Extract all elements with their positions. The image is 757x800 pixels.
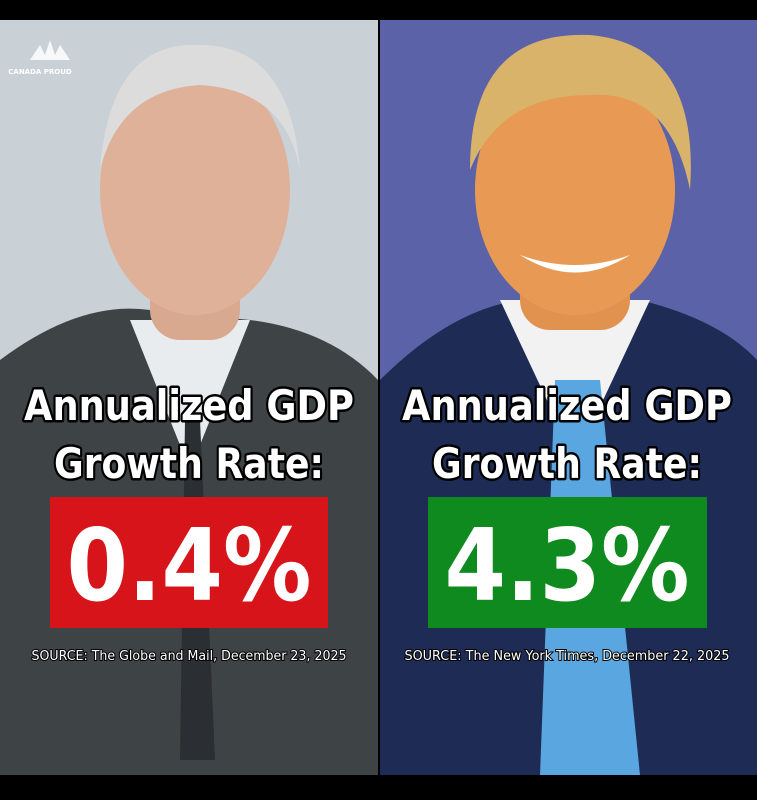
watermark-text: CANADA PROUD — [8, 68, 72, 76]
watermark: CANADA PROUD — [8, 40, 72, 76]
value-box — [50, 497, 328, 628]
value-box — [428, 497, 707, 628]
heading-line: Growth Rate: — [54, 439, 324, 488]
right-panel: Annualized GDP Growth Rate: 4.3% SOURCE:… — [400, 379, 735, 666]
value-text: 4.3% — [445, 507, 690, 624]
heading-line: Annualized GDP — [24, 381, 354, 430]
source: SOURCE: The New York Times, December 22,… — [405, 649, 730, 664]
heading-line: Annualized GDP — [402, 381, 732, 430]
value-text: 0.4% — [67, 507, 312, 624]
heading-line: Growth Rate: — [432, 439, 702, 488]
right-photo — [380, 20, 757, 775]
left-panel: Annualized GDP Growth Rate: 0.4% SOURCE:… — [22, 379, 357, 666]
source: SOURCE: The Globe and Mail, December 23,… — [32, 649, 347, 664]
